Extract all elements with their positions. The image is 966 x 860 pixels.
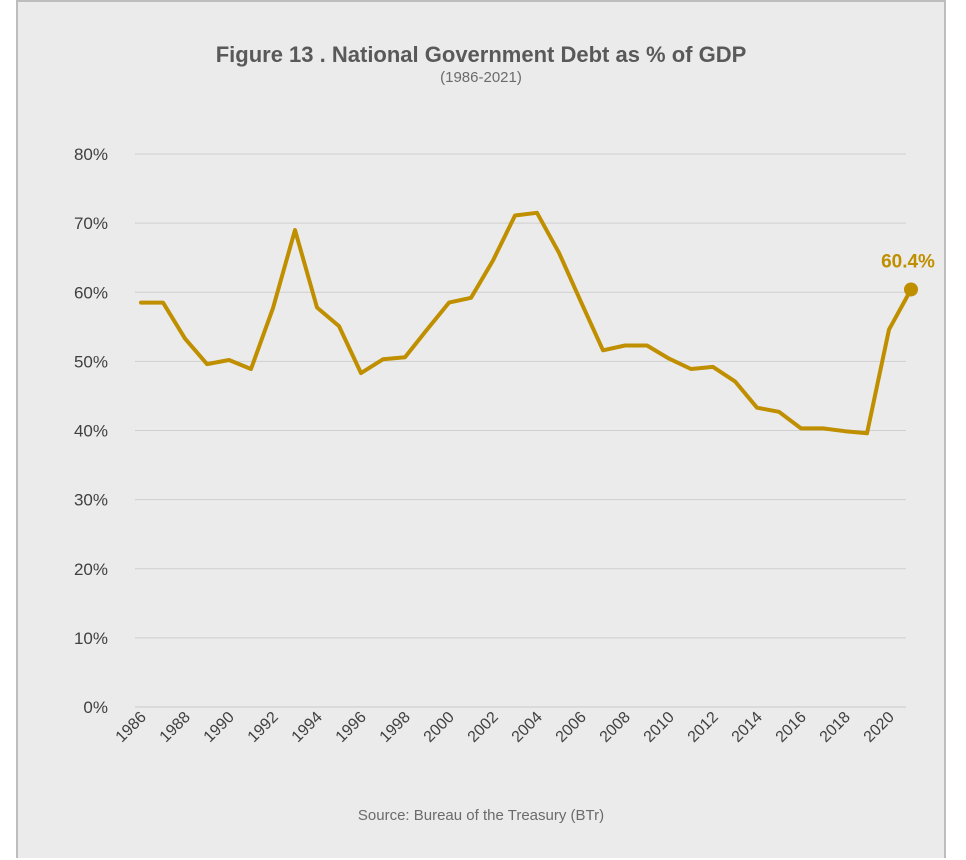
chart-title: Figure 13 . National Government Debt as … bbox=[216, 42, 747, 67]
x-tick-label: 2016 bbox=[773, 709, 810, 746]
y-tick-label: 10% bbox=[74, 629, 108, 648]
y-axis-ticks: 0% 10% 20% 30% 40% 50% 60% 70% 80% bbox=[74, 145, 108, 717]
y-tick-label: 30% bbox=[74, 491, 108, 510]
chart-source: Source: Bureau of the Treasury (BTr) bbox=[358, 807, 604, 824]
x-tick-label: 2004 bbox=[509, 709, 546, 746]
annotation-layer: 60.4% bbox=[881, 251, 935, 297]
annotation-label: 60.4% bbox=[881, 251, 935, 272]
x-tick-label: 2012 bbox=[685, 709, 722, 746]
x-tick-label: 1988 bbox=[157, 709, 194, 746]
x-tick-label: 1998 bbox=[377, 709, 414, 746]
y-tick-label: 0% bbox=[83, 698, 108, 717]
y-tick-label: 60% bbox=[74, 283, 108, 302]
x-tick-label: 1986 bbox=[113, 709, 150, 746]
chart-frame: Figure 13 . National Government Debt as … bbox=[16, 0, 946, 858]
x-tick-label: 2002 bbox=[465, 709, 502, 746]
y-tick-label: 80% bbox=[74, 145, 108, 164]
y-tick-label: 20% bbox=[74, 560, 108, 579]
grid-layer bbox=[135, 153, 906, 708]
annotation-marker bbox=[904, 282, 918, 297]
x-axis-ticks: 1986 1988 1990 1992 1994 1996 1998 2000 2002 2004… bbox=[113, 709, 898, 746]
x-tick-label: 1990 bbox=[201, 709, 238, 746]
x-tick-label: 2020 bbox=[861, 709, 898, 746]
x-tick-label: 1996 bbox=[333, 709, 370, 746]
series-layer bbox=[139, 210, 913, 436]
x-tick-label: 2000 bbox=[421, 709, 458, 746]
x-tick-label: 2018 bbox=[817, 709, 854, 746]
x-tick-label: 2008 bbox=[597, 709, 634, 746]
x-tick-label: 2014 bbox=[729, 709, 766, 746]
y-tick-label: 50% bbox=[74, 352, 108, 371]
y-tick-label: 70% bbox=[74, 214, 108, 233]
chart-subtitle: (1986-2021) bbox=[440, 69, 522, 86]
x-tick-label: 2010 bbox=[641, 709, 678, 746]
y-tick-label: 40% bbox=[74, 422, 108, 441]
x-tick-label: 1994 bbox=[289, 709, 326, 746]
series-line bbox=[139, 210, 913, 436]
x-tick-label: 2006 bbox=[553, 709, 590, 746]
chart-svg: Figure 13 . National Government Debt as … bbox=[74, 42, 935, 824]
x-tick-label: 1992 bbox=[245, 709, 282, 746]
